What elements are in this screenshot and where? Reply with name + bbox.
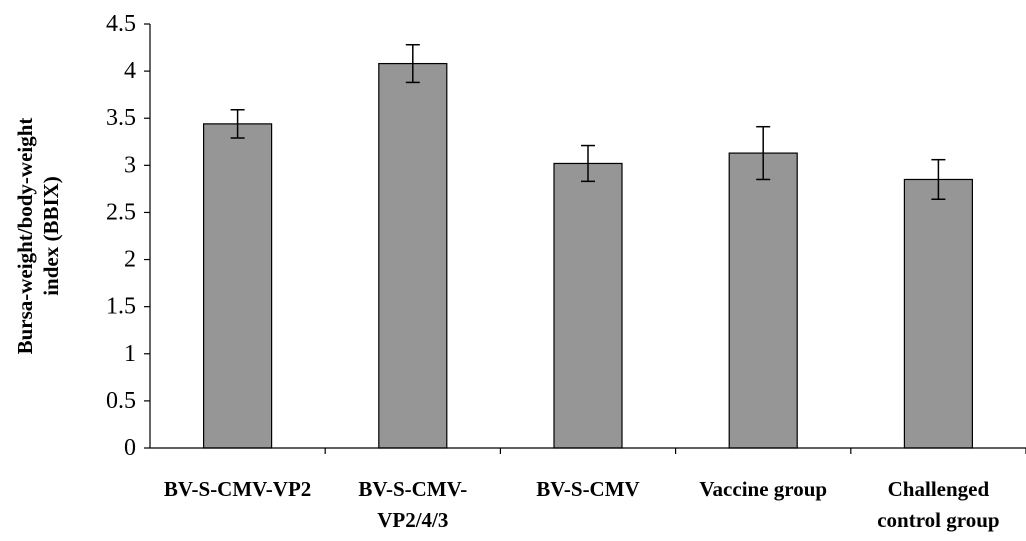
y-tick-label: 0 [124,435,136,461]
y-tick-label: 0.5 [106,388,136,414]
x-tick-label: BV-S-CMV- VP2/4/3 [358,477,467,532]
bar [203,123,273,449]
bar [728,152,798,449]
y-tick-label: 4 [124,58,136,84]
x-tick-label-line: BV-S-CMV [536,477,639,501]
y-axis-title-line: Bursa-weight/body-weight [13,118,37,355]
x-tick-label: Challenged control group [877,477,999,532]
x-tick-label-line: Vaccine group [699,477,827,501]
x-tick-label: Vaccine group [699,477,827,501]
y-tick-label: 1 [124,341,136,367]
bar [903,178,974,449]
y-tick-label: 1.5 [106,294,136,320]
y-axis-title: Bursa-weight/body-weightindex (BBIX) [13,118,63,355]
x-tick-label-line: VP2/4/3 [377,508,448,532]
axes [149,24,1026,454]
bars [203,62,974,449]
y-axis-ticks: 0 0.5 1 1.5 2 2.5 3 3.5 4 4.5 [106,11,150,461]
bar [553,162,623,449]
y-axis-title-text: Bursa-weight/body-weightindex (BBIX) [13,118,63,355]
y-tick-label: 4.5 [106,11,136,37]
y-axis-title-line: index (BBIX) [39,176,63,296]
x-tick-label-line: BV-S-CMV-VP2 [164,477,311,501]
y-tick-label: 3 [124,152,136,178]
x-tick-label-line: control group [877,508,999,532]
x-tick-label: BV-S-CMV [536,477,639,501]
bar [378,62,448,449]
x-tick-label: BV-S-CMV-VP2 [164,477,311,501]
y-tick-label: 2.5 [106,199,136,225]
y-tick-label: 3.5 [106,105,136,131]
y-tick-label: 2 [124,247,136,273]
x-tick-label-line: Challenged [888,477,990,501]
error-bars [230,43,946,201]
x-axis-ticks: BV-S-CMV-VP2 BV-S-CMV- VP2/4/3 BV-S-CMV Vacc… [164,477,1000,532]
x-tick-label-line: BV-S-CMV- [358,477,467,501]
